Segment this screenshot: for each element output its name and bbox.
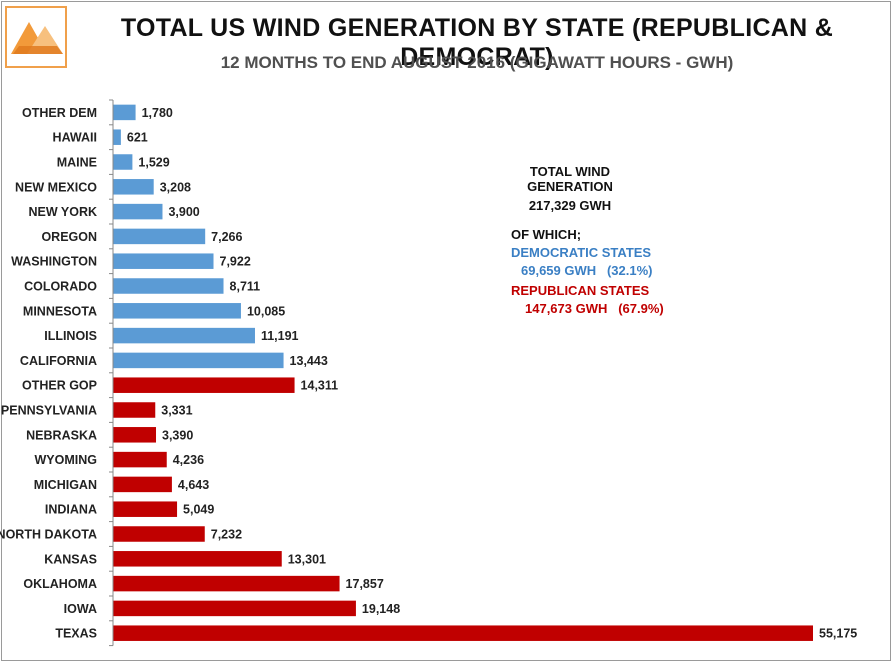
bar — [113, 278, 224, 294]
data-label: 1,529 — [138, 156, 169, 170]
data-label: 19,148 — [362, 602, 400, 616]
bar — [113, 476, 172, 493]
chart-title: TOTAL US WIND GENERATION BY STATE (REPUB… — [120, 14, 834, 71]
dem-states-value: 69,659 GWH (32.1%) — [521, 263, 653, 278]
data-label: 10,085 — [247, 304, 285, 318]
total-annotation: TOTAL WIND GENERATION 217,329 GWH — [490, 164, 650, 213]
rep-states-value: 147,673 GWH (67.9%) — [525, 301, 664, 316]
category-label: OTHER GOP — [22, 379, 97, 393]
total-label: TOTAL WIND GENERATION — [527, 164, 613, 194]
bar — [113, 625, 813, 641]
category-label: ILLINOIS — [44, 329, 97, 343]
data-label: 3,390 — [162, 428, 193, 442]
total-value: 217,329 GWH — [528, 198, 612, 213]
data-label: 3,900 — [168, 205, 199, 219]
bar — [113, 501, 178, 517]
bar — [113, 203, 163, 220]
data-label: 8,711 — [230, 280, 261, 294]
bar — [113, 253, 214, 269]
category-label: INDIANA — [45, 503, 97, 517]
category-label: NEW YORK — [28, 205, 97, 219]
category-label: NORTH DAKOTA — [0, 528, 97, 542]
bar — [113, 427, 157, 443]
bar — [113, 551, 282, 567]
data-label: 13,301 — [288, 552, 326, 566]
bar — [113, 129, 121, 145]
data-label: 4,643 — [178, 478, 209, 492]
chart-subtitle: 12 MONTHS TO END AUGUST 2016 (GIGAWATT H… — [220, 53, 734, 72]
category-label: PENNSYLVANIA — [1, 404, 97, 418]
data-label: 1,780 — [142, 106, 173, 120]
data-label: 621 — [127, 131, 148, 145]
category-label: MICHIGAN — [34, 478, 97, 492]
data-label: 55,175 — [819, 627, 857, 641]
bar — [113, 104, 136, 121]
data-label: 7,266 — [211, 230, 242, 244]
data-label: 4,236 — [173, 453, 204, 467]
bar — [113, 451, 167, 468]
bar — [113, 352, 284, 369]
data-label: 3,331 — [161, 404, 192, 418]
rep-states-label: REPUBLICAN STATES — [511, 283, 650, 298]
bar — [113, 402, 156, 418]
data-label: 13,443 — [290, 354, 328, 368]
category-label: TEXAS — [55, 627, 97, 641]
category-label: OKLAHOMA — [23, 577, 97, 591]
data-label: 5,049 — [183, 503, 214, 517]
breakdown-annotation: OF WHICH; DEMOCRATIC STATES 69,659 GWH (… — [511, 227, 664, 316]
data-label: 17,857 — [346, 577, 384, 591]
category-label: NEBRASKA — [26, 428, 97, 442]
category-label: IOWA — [64, 602, 97, 616]
category-label: NEW MEXICO — [15, 180, 97, 194]
data-label: 14,311 — [301, 379, 339, 393]
bar — [113, 228, 206, 245]
bar — [113, 575, 340, 592]
data-label: 3,208 — [160, 180, 191, 194]
data-label: 7,232 — [211, 528, 242, 542]
category-label: OTHER DEM — [22, 106, 97, 120]
category-label: CALIFORNIA — [20, 354, 97, 368]
bar — [113, 526, 205, 542]
bar — [113, 154, 133, 170]
category-label: WASHINGTON — [11, 255, 97, 269]
data-label: 7,922 — [220, 255, 251, 269]
category-label: WYOMING — [35, 453, 98, 467]
of-which-label: OF WHICH; — [511, 227, 582, 242]
bar — [113, 303, 241, 319]
data-label: 11,191 — [261, 329, 299, 343]
bar — [113, 600, 356, 617]
category-label: HAWAII — [53, 131, 97, 145]
bar — [113, 377, 295, 393]
category-label: MINNESOTA — [23, 304, 97, 318]
category-label: MAINE — [57, 156, 97, 170]
triangle-logo-icon — [5, 6, 67, 68]
category-label: OREGON — [41, 230, 97, 244]
dem-states-label: DEMOCRATIC STATES — [511, 245, 652, 260]
category-label: KANSAS — [44, 552, 97, 566]
category-label: COLORADO — [24, 280, 97, 294]
bar — [113, 327, 255, 344]
bar — [113, 179, 154, 195]
